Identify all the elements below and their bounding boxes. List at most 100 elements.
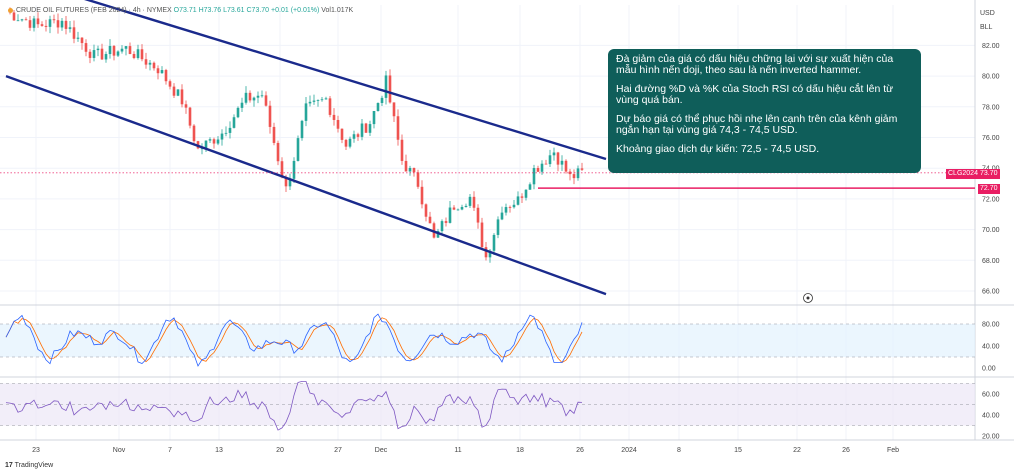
candle-body: [268, 105, 272, 127]
candle-body: [368, 124, 372, 133]
time-tick-label: 11: [454, 447, 461, 454]
tradingview-logo-icon: 17: [5, 462, 13, 469]
footer-brand[interactable]: 17 TradingView: [5, 462, 53, 469]
candle-body: [516, 196, 520, 205]
candle-body: [356, 134, 360, 137]
candle-body: [460, 206, 464, 210]
candle-body: [88, 51, 92, 58]
candle-body: [244, 92, 248, 103]
symbol-dot-icon: [8, 7, 13, 13]
stoch-rsi-pane: [0, 313, 975, 367]
candle-body: [372, 110, 376, 125]
candle-body: [412, 167, 416, 173]
note-paragraph-4: Khoảng giao dịch dự kiến: 72,5 - 74,5 US…: [616, 143, 820, 155]
candle-body: [556, 152, 560, 165]
candle-body: [540, 163, 544, 172]
price-tick-label: 70.00: [982, 227, 1000, 234]
candle-body: [420, 186, 424, 205]
time-tick-label: Feb: [887, 447, 899, 454]
candle-body: [136, 49, 140, 59]
candle-body: [256, 95, 260, 98]
stoch-k-line: [5, 313, 583, 367]
price-tick-label: 68.00: [982, 258, 1000, 265]
candle-body: [232, 117, 236, 128]
candle-body: [24, 19, 28, 21]
ohlc-close: C73.70: [246, 7, 270, 14]
time-tick-label: 13: [215, 447, 223, 454]
candle-body: [176, 89, 180, 96]
candle-body: [380, 97, 384, 104]
candle-body: [108, 46, 112, 55]
stoch-tick-label: 80.00: [982, 322, 1000, 329]
candle-body: [308, 101, 312, 104]
candle-body: [336, 119, 340, 129]
rsi-tick-label: 20.00: [982, 434, 1000, 441]
candle-body: [132, 53, 136, 59]
candle-body: [236, 107, 240, 118]
ohlc-low: L73.61: [223, 7, 245, 14]
candle-body: [360, 123, 364, 137]
candle-body: [396, 116, 400, 140]
candle-body: [580, 168, 584, 170]
candle-body: [60, 20, 64, 28]
candle-body: [32, 18, 36, 28]
candle-body: [484, 247, 488, 258]
candle-body: [528, 184, 532, 190]
candle-body: [444, 221, 448, 223]
candle-body: [452, 207, 456, 210]
candle-body: [352, 134, 356, 139]
note-paragraph-1: Đà giảm của giá có dấu hiệu chững lại vớ…: [616, 53, 894, 76]
candle-body: [224, 132, 228, 134]
candle-body: [172, 86, 176, 96]
footer-label: TradingView: [14, 462, 54, 469]
analysis-note: Đà giảm của giá có dấu hiệu chững lại vớ…: [608, 49, 921, 173]
currency-label: USD: [980, 10, 995, 17]
time-tick-label: 20: [276, 447, 284, 454]
candle-body: [276, 142, 280, 162]
candle-body: [364, 123, 368, 133]
candle-body: [292, 160, 296, 179]
candle-body: [72, 27, 76, 39]
candle-body: [272, 126, 276, 143]
rsi-tick-label: 60.00: [982, 392, 1000, 399]
candle-body: [312, 100, 316, 102]
candle-body: [576, 168, 580, 179]
candle-body: [288, 178, 292, 187]
note-paragraph-3: Dự báo giá có thể phục hồi nhẹ lên cạnh …: [616, 113, 898, 136]
candle-body: [340, 128, 344, 140]
candle-body: [536, 168, 540, 172]
candle-body: [228, 127, 232, 133]
candle-body: [344, 139, 348, 147]
symbol-header: CRUDE OIL FUTURES (FEB 2024) · 4h · NYME…: [8, 7, 353, 14]
candle-body: [56, 20, 60, 28]
pane-separators: [0, 0, 1014, 441]
price-tick-label: 78.00: [982, 104, 1000, 111]
price-tick-label: 80.00: [982, 74, 1000, 81]
price-channel[interactable]: [5, 0, 607, 296]
candle-body: [280, 161, 284, 178]
candle-body: [52, 19, 56, 21]
currency-unit[interactable]: USD BLL: [980, 7, 1006, 35]
candle-body: [104, 54, 108, 60]
candle-body: [116, 51, 120, 56]
time-tick-label: 23: [32, 447, 40, 454]
time-tick-label: 8: [677, 447, 681, 454]
price-tick-label: 66.00: [982, 289, 1000, 296]
channel-line-lower: [5, 74, 607, 296]
candle-body: [388, 75, 392, 103]
candle-body: [320, 99, 324, 101]
candle-body: [208, 139, 212, 141]
candle-body: [332, 114, 336, 120]
candle-body: [264, 95, 268, 106]
candle-body: [568, 171, 572, 175]
axes: 23 Nov 7 13 20 27 Dec 11 18 26 2024 8 15 22 26 Feb 66.00…: [32, 43, 1000, 454]
candle-body: [440, 221, 444, 232]
time-tick-label: 27: [334, 447, 342, 454]
time-tick-label: Nov: [113, 447, 126, 454]
candle-body: [560, 160, 564, 165]
candle-body: [260, 95, 264, 97]
candle-body: [216, 139, 220, 144]
candle-body: [112, 46, 116, 56]
stoch-tick-label: 40.00: [982, 344, 1000, 351]
candle-body: [392, 102, 396, 117]
